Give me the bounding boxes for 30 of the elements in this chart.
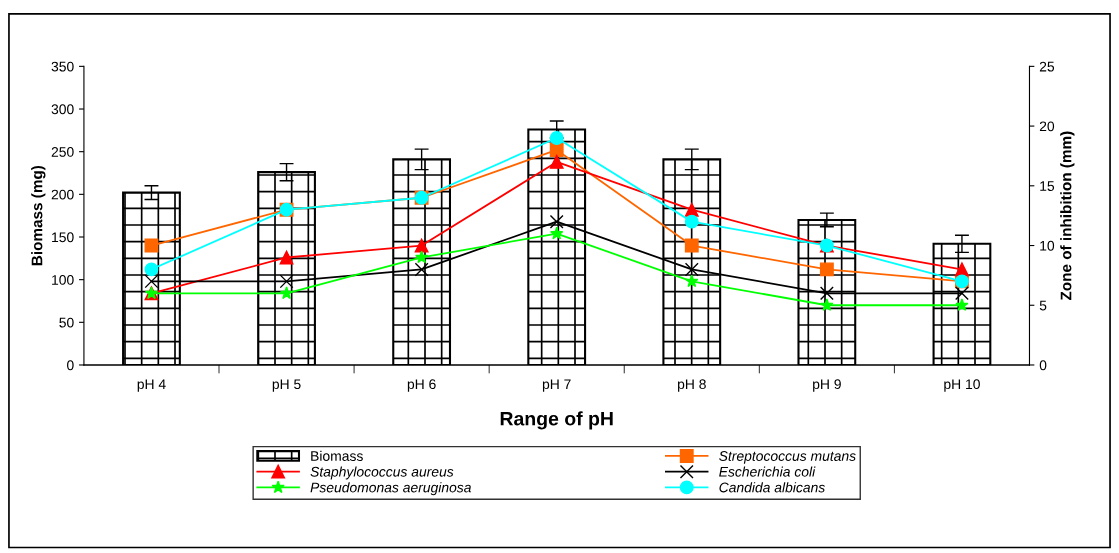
y-tick-label: 0 [67,360,74,371]
legend-label: Pseudomonas aeruginosa [310,482,471,496]
y2-tick-label: 10 [1040,240,1055,251]
y-tick-label: 100 [52,274,74,285]
x-tick-label: pH 9 [813,379,841,392]
x-tick-label: pH 8 [678,379,706,392]
x-tick-label: pH 7 [542,379,571,392]
y2-axis-title: Zone of inhibition (mm) [1060,131,1075,301]
y2-tick-label: 15 [1040,181,1055,191]
y2-tick-label: 25 [1039,61,1055,72]
y-tick-label: 350 [51,61,74,72]
legend-label: Candida albicans [719,482,825,493]
y-tick-label: 50 [59,317,74,328]
x-tick-label: pH 6 [407,379,436,392]
x-axis-title: Range of pH [500,411,613,430]
y-tick-label: 150 [52,232,74,243]
x-tick-label: pH 10 [944,379,980,392]
y2-tick-label: 0 [1039,360,1047,371]
y2-tick-label: 5 [1039,300,1047,311]
y-axis-title: Biomass (mg) [31,165,46,266]
y-tick-label: 250 [51,147,74,157]
legend-label: Staphylococcus aureus [310,466,454,480]
x-tick-label: pH 4 [137,379,166,392]
y-tick-label: 300 [51,104,74,115]
y-tick-label: 200 [51,189,74,200]
legend-label: Streptococcus mutans [719,451,856,464]
x-tick-label: pH 5 [272,379,301,392]
legend-label: Escherichia coli [719,466,816,477]
y2-tick-label: 20 [1039,121,1055,132]
legend-label: Biomass [311,450,363,461]
